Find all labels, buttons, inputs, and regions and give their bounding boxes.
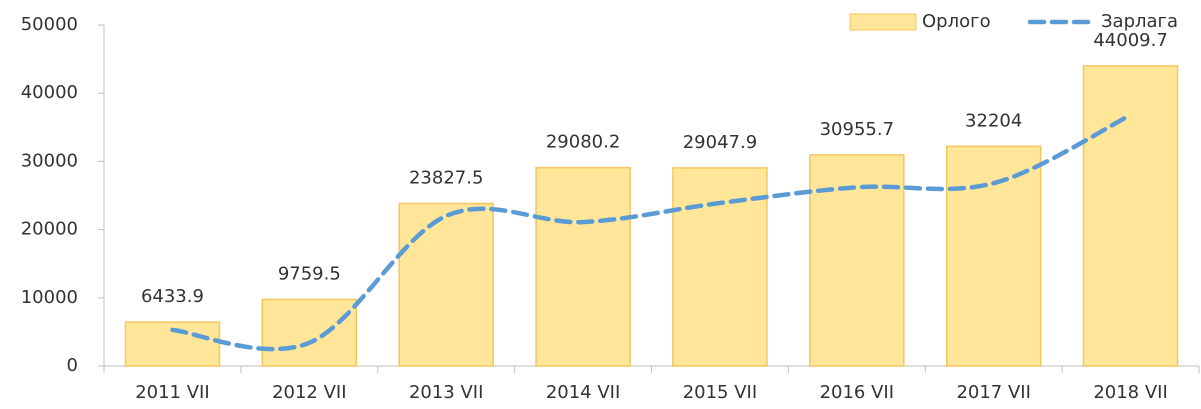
y-tick-label: 0: [67, 355, 78, 376]
value-label: 29047.9: [683, 132, 757, 153]
legend-swatch: [849, 13, 917, 31]
value-label: 30955.7: [820, 119, 894, 140]
x-tick-label: 2016 VII: [820, 382, 894, 403]
bar: [535, 166, 631, 367]
x-tick-label: 2017 VII: [956, 382, 1030, 403]
x-tick-label: 2013 VII: [409, 382, 483, 403]
y-tick-label: 30000: [21, 150, 78, 171]
value-label: 23827.5: [409, 167, 483, 188]
y-tick-label: 10000: [21, 287, 78, 308]
legend-label: Орлого: [922, 11, 991, 32]
bar: [261, 298, 358, 367]
line: [170, 112, 1133, 352]
value-label: 44009.7: [1093, 30, 1167, 51]
y-tick-label: 40000: [21, 82, 78, 103]
y-tick-label: 20000: [21, 219, 78, 240]
value-label: 9759.5: [278, 263, 341, 284]
x-tick-label: 2011 VII: [135, 382, 209, 403]
bar: [1082, 65, 1179, 367]
x-tick-label: 2018 VII: [1093, 382, 1167, 403]
x-tick-label: 2014 VII: [546, 382, 620, 403]
bar: [945, 145, 1042, 367]
x-tick-label: 2012 VII: [272, 382, 346, 403]
legend-label: Зарлага: [1101, 11, 1178, 32]
bar: [398, 202, 494, 367]
value-label: 6433.9: [141, 286, 204, 307]
x-tick-label: 2015 VII: [683, 382, 757, 403]
value-label: 32204: [965, 110, 1022, 131]
y-tick-label: 50000: [21, 14, 78, 35]
value-label: 29080.2: [546, 132, 620, 153]
